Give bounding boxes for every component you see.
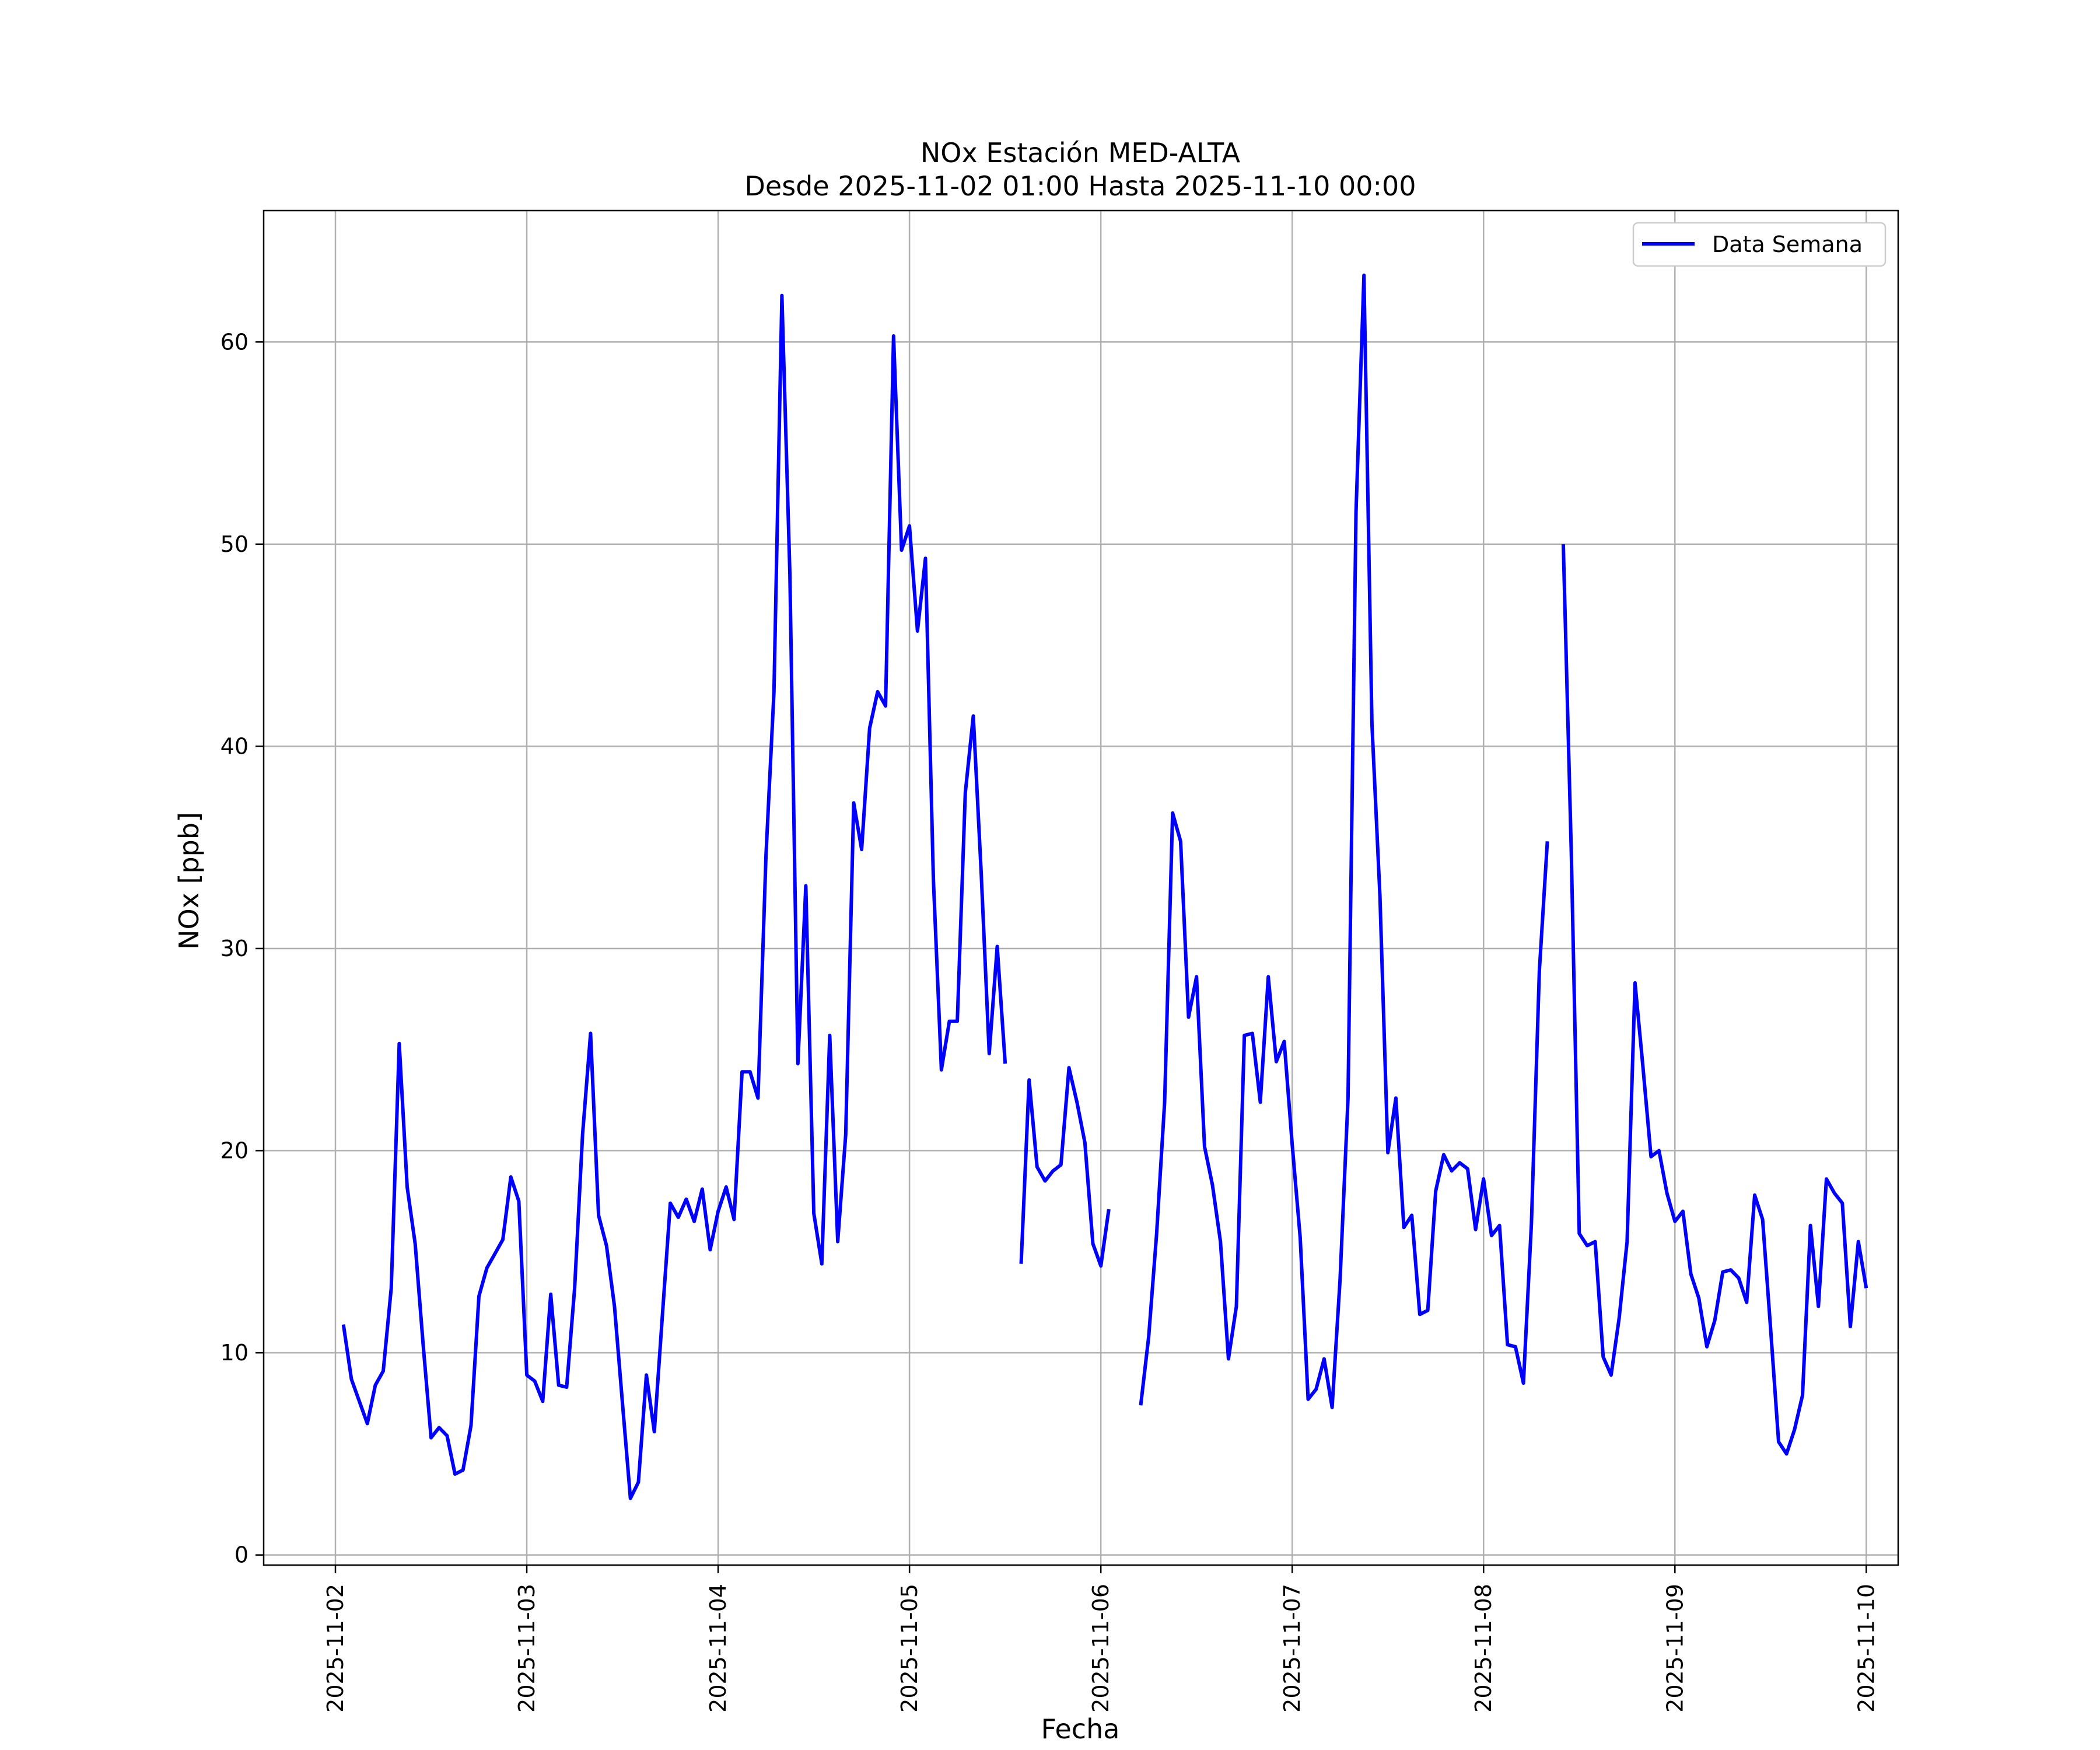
x-tick-label: 2025-11-04 (705, 1584, 731, 1713)
y-tick-label: 50 (220, 531, 249, 557)
chart-title: NOx Estación MED-ALTA (921, 137, 1241, 169)
grid (264, 211, 1898, 1565)
series-line-data-semana (341, 273, 1868, 1500)
chart-subtitle: Desde 2025-11-02 01:00 Hasta 2025-11-10 … (744, 170, 1416, 202)
y-tick-label: 10 (220, 1340, 249, 1366)
plot-frame (262, 209, 1899, 1566)
x-tick-label: 2025-11-03 (514, 1584, 540, 1713)
x-tick-label: 2025-11-08 (1471, 1584, 1496, 1713)
y-tick-label: 60 (220, 329, 249, 355)
x-axis-label: Fecha (1041, 1713, 1120, 1745)
y-tick-label: 30 (220, 936, 249, 961)
y-tick-label: 20 (220, 1138, 249, 1164)
x-tick-label: 2025-11-07 (1279, 1584, 1305, 1713)
y-tick-label: 0 (235, 1542, 249, 1568)
x-tick-label: 2025-11-06 (1088, 1584, 1114, 1713)
y-axis-label: NOx [ppb] (173, 812, 205, 950)
y-axis: 0 10 20 30 40 50 60 (220, 329, 264, 1568)
legend-box (1632, 222, 1887, 267)
x-tick-label: 2025-11-02 (323, 1584, 348, 1713)
x-axis: 2025-11-02 2025-11-03 2025-11-04 2025-11-05… (323, 1565, 1879, 1713)
x-tick-label: 2025-11-10 (1853, 1584, 1879, 1713)
x-tick-label: 2025-11-09 (1662, 1584, 1688, 1713)
y-tick-label: 40 (220, 733, 249, 759)
legend-label-data-semana: Data Semana (1712, 232, 1863, 257)
legend: Data Semana (1632, 222, 1887, 267)
x-tick-label: 2025-11-05 (897, 1584, 922, 1713)
